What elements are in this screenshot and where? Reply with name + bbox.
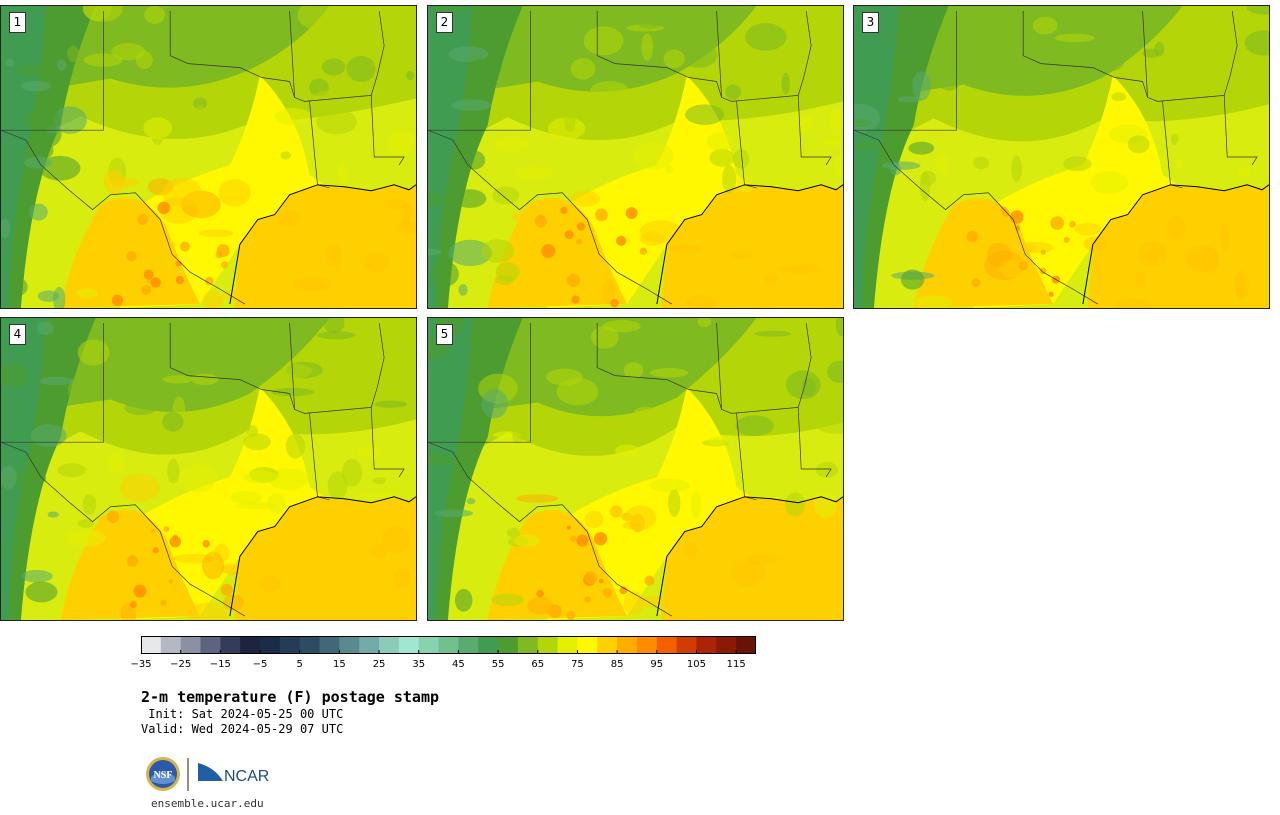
colorbar-tick-label: 55	[491, 659, 505, 670]
colorbar-swatch	[557, 636, 578, 654]
colorbar-tick-label: −25	[170, 659, 192, 670]
colorbar-swatch	[220, 636, 241, 654]
colorbar-swatch	[260, 636, 281, 654]
colorbar-swatch	[517, 636, 539, 654]
forecast-panel-1[interactable]: 1	[0, 5, 417, 309]
colorbar-swatch	[279, 636, 301, 654]
panel-number: 1	[9, 12, 26, 33]
temperature-colorbar	[141, 636, 756, 654]
nsf-logo: NSF	[146, 757, 180, 791]
panel-number: 4	[9, 324, 26, 345]
ncar-logo: NCAR	[198, 763, 269, 785]
temperature-map	[854, 6, 1269, 308]
colorbar-swatch	[418, 636, 440, 654]
colorbar-tick-label: 95	[650, 659, 664, 670]
colorbar-swatch	[716, 636, 737, 654]
panel-number: 3	[862, 12, 879, 33]
colorbar-swatch	[379, 636, 400, 654]
colorbar-swatch	[656, 636, 678, 654]
colorbar-tick-label: −15	[209, 659, 231, 670]
ncar-logo-text: NCAR	[224, 768, 269, 785]
colorbar-tick-label: 15	[333, 659, 346, 670]
colorbar-swatch	[676, 636, 697, 654]
colorbar-swatch	[339, 636, 360, 654]
colorbar-swatch	[160, 636, 182, 654]
colorbar-swatch	[617, 636, 638, 654]
colorbar-tick-label: 75	[571, 659, 584, 670]
temperature-map	[1, 318, 416, 620]
colorbar-tick-label: 65	[531, 659, 545, 670]
temperature-map	[428, 6, 843, 308]
colorbar-swatch	[458, 636, 479, 654]
colorbar-swatch	[180, 636, 202, 654]
colorbar-tick-label: 25	[372, 659, 386, 670]
colorbar-swatch	[319, 636, 340, 654]
valid-time: Valid: Wed 2024-05-29 07 UTC	[141, 722, 344, 736]
forecast-panel-4[interactable]: 4	[0, 317, 417, 621]
forecast-panel-3[interactable]: 3	[853, 5, 1270, 309]
colorbar-tick-label: −5	[252, 659, 268, 670]
colorbar-tick-label: 45	[452, 659, 465, 670]
colorbar-swatch	[359, 636, 380, 654]
panel-number: 2	[436, 12, 453, 33]
forecast-panel-5[interactable]: 5	[427, 317, 844, 621]
colorbar-swatch	[398, 636, 420, 654]
website-url[interactable]: ensemble.ucar.edu	[151, 797, 264, 810]
colorbar-swatch	[478, 636, 499, 654]
forecast-panel-2[interactable]: 2	[427, 5, 844, 309]
colorbar-tick-label: 35	[412, 659, 426, 670]
colorbar-swatch	[696, 636, 717, 654]
colorbar-swatch	[141, 636, 162, 654]
colorbar-swatch	[498, 636, 519, 654]
colorbar-tick-label: −35	[130, 659, 152, 670]
colorbar-swatch	[200, 636, 221, 654]
colorbar-swatch	[537, 636, 559, 654]
plot-title: 2-m temperature (F) postage stamp	[141, 688, 440, 706]
logos: NSF NCAR	[144, 755, 284, 795]
colorbar-tick-label: 5	[296, 659, 303, 670]
colorbar-tick-label: 115	[726, 659, 746, 670]
colorbar-tick-label: 105	[686, 659, 707, 670]
nsf-logo-text: NSF	[154, 770, 173, 781]
temperature-map	[1, 6, 416, 308]
colorbar-swatch	[438, 636, 459, 654]
colorbar-swatch	[299, 636, 321, 654]
init-time: Init: Sat 2024-05-25 00 UTC	[141, 707, 344, 721]
panel-number: 5	[436, 324, 453, 345]
colorbar-swatch	[577, 636, 598, 654]
colorbar-swatch	[597, 636, 618, 654]
colorbar-swatch	[736, 636, 756, 654]
temperature-map	[428, 318, 843, 620]
colorbar-swatch	[240, 636, 261, 654]
colorbar-swatch	[636, 636, 658, 654]
colorbar-tick-label: 85	[610, 659, 624, 670]
